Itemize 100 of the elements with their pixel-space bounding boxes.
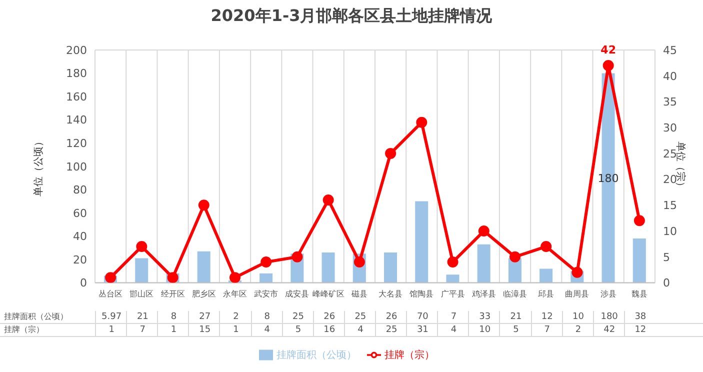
data-label: 1 bbox=[95, 324, 128, 336]
point bbox=[198, 200, 210, 211]
data-label: 70 bbox=[406, 311, 438, 323]
data-label: 26 bbox=[375, 311, 408, 323]
data-label: 21 bbox=[499, 311, 532, 323]
point bbox=[136, 241, 148, 252]
bar bbox=[540, 268, 553, 283]
point bbox=[478, 226, 490, 237]
x-tick-label: 广平县 bbox=[440, 289, 465, 298]
data-label: 4 bbox=[250, 324, 283, 336]
data-label: 5 bbox=[499, 324, 532, 336]
y2-tick-label: 20 bbox=[663, 173, 677, 186]
point bbox=[540, 241, 552, 252]
y2-tick-label: 0 bbox=[663, 276, 670, 290]
point bbox=[105, 272, 116, 283]
data-label: 27 bbox=[188, 311, 220, 323]
data-label: 8 bbox=[157, 311, 190, 323]
data-label: 180 bbox=[592, 311, 625, 323]
data-label: 7 bbox=[437, 311, 470, 323]
x-tick-label: 峰峰矿区 bbox=[312, 289, 344, 298]
text: 挂牌面积（公顷） bbox=[4, 312, 68, 321]
y2-tick-label: 35 bbox=[663, 96, 677, 109]
y-tick-label: 0 bbox=[80, 276, 87, 290]
y-tick-label: 20 bbox=[73, 253, 87, 266]
x-tick-label: 涉县 bbox=[600, 289, 616, 298]
bar bbox=[446, 274, 460, 283]
y-tick-label: 120 bbox=[66, 137, 87, 150]
data-label: 2 bbox=[562, 324, 594, 336]
x-tick-label: 馆陶县 bbox=[408, 289, 434, 298]
point bbox=[572, 266, 583, 278]
data-label: 2 bbox=[219, 311, 252, 323]
y-tick-label: 100 bbox=[66, 160, 87, 174]
point bbox=[602, 60, 614, 72]
point bbox=[230, 272, 240, 283]
data-label: 4 bbox=[437, 324, 470, 336]
data-label: 5.97 bbox=[95, 311, 128, 323]
data-label: 26 bbox=[312, 311, 345, 323]
y-axis-title: 单位（公顷） bbox=[32, 136, 45, 196]
data-label: 8 bbox=[250, 311, 283, 323]
point bbox=[260, 256, 272, 268]
x-tick-label: 武安市 bbox=[254, 289, 278, 298]
bar bbox=[384, 252, 397, 283]
data-label: 25 bbox=[282, 311, 314, 323]
bar bbox=[260, 273, 273, 283]
data-label: 15 bbox=[188, 324, 220, 336]
legend-label: 挂牌（宗） bbox=[384, 350, 434, 361]
x-tick-label: 邱县 bbox=[538, 289, 554, 298]
data-label: 7 bbox=[126, 324, 158, 336]
data-label: 12 bbox=[624, 324, 656, 336]
data-label: 7 bbox=[530, 324, 563, 336]
x-tick-label: 魏县 bbox=[631, 289, 648, 298]
y2-tick-label: 30 bbox=[663, 121, 677, 134]
point bbox=[385, 148, 396, 159]
y-tick-label: 60 bbox=[73, 206, 87, 220]
y-tick-label: 160 bbox=[66, 90, 87, 104]
bar bbox=[135, 258, 148, 283]
y-tick-label: 40 bbox=[73, 230, 87, 244]
x-tick-label: 大名县 bbox=[378, 289, 403, 298]
text: 180 bbox=[598, 172, 619, 185]
data-label: 42 bbox=[592, 324, 625, 336]
bar bbox=[415, 201, 428, 283]
data-label: 12 bbox=[530, 311, 563, 323]
point bbox=[510, 251, 520, 262]
text: 42 bbox=[600, 44, 616, 57]
y-tick-label: 140 bbox=[66, 114, 87, 127]
x-tick-label: 曲周县 bbox=[565, 289, 590, 298]
x-tick-label: 成安县 bbox=[285, 289, 310, 298]
chart-title: 2020年1-3月邯郸各区县土地挂牌情况 bbox=[210, 6, 494, 27]
data-label: 10 bbox=[468, 324, 500, 336]
legend-label: 挂牌面积（公顷） bbox=[276, 350, 356, 361]
x-tick-label: 鸡泽县 bbox=[470, 289, 496, 298]
bar bbox=[477, 244, 490, 283]
bar bbox=[197, 251, 210, 283]
point bbox=[322, 194, 334, 206]
data-label: 38 bbox=[624, 311, 656, 323]
point bbox=[416, 116, 428, 128]
data-label: 1 bbox=[157, 324, 190, 336]
text: 挂牌（宗） bbox=[4, 325, 44, 334]
bar bbox=[322, 252, 335, 283]
y-tick-label: 200 bbox=[66, 44, 87, 57]
x-tick-label: 经开区 bbox=[160, 289, 185, 298]
y-tick-label: 80 bbox=[73, 184, 87, 197]
data-label: 10 bbox=[562, 311, 594, 323]
x-tick-label: 丛台区 bbox=[98, 289, 123, 298]
y2-tick-label: 15 bbox=[663, 199, 677, 212]
data-label: 5 bbox=[282, 324, 314, 336]
y2-tick-label: 40 bbox=[663, 70, 677, 83]
x-tick-label: 永年区 bbox=[223, 289, 247, 298]
x-tick-label: 肥乡区 bbox=[192, 289, 216, 298]
data-label: 33 bbox=[468, 311, 500, 323]
point bbox=[447, 256, 458, 268]
data-label: 25 bbox=[375, 324, 408, 336]
point bbox=[634, 215, 645, 226]
y2-tick-label: 25 bbox=[663, 147, 677, 160]
y2-tick-label: 10 bbox=[663, 224, 677, 238]
y-tick-label: 180 bbox=[66, 67, 87, 80]
data-label: 21 bbox=[126, 311, 158, 323]
bar bbox=[632, 238, 646, 283]
point bbox=[292, 251, 303, 262]
x-tick-label: 邯山区 bbox=[130, 289, 154, 298]
